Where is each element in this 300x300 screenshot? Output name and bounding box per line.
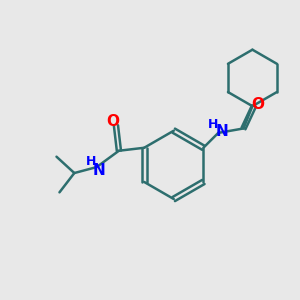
Text: H: H [86,155,97,168]
Text: N: N [93,163,105,178]
Text: O: O [251,97,264,112]
Text: O: O [106,113,119,128]
Text: H: H [208,118,218,131]
Text: N: N [215,124,228,139]
